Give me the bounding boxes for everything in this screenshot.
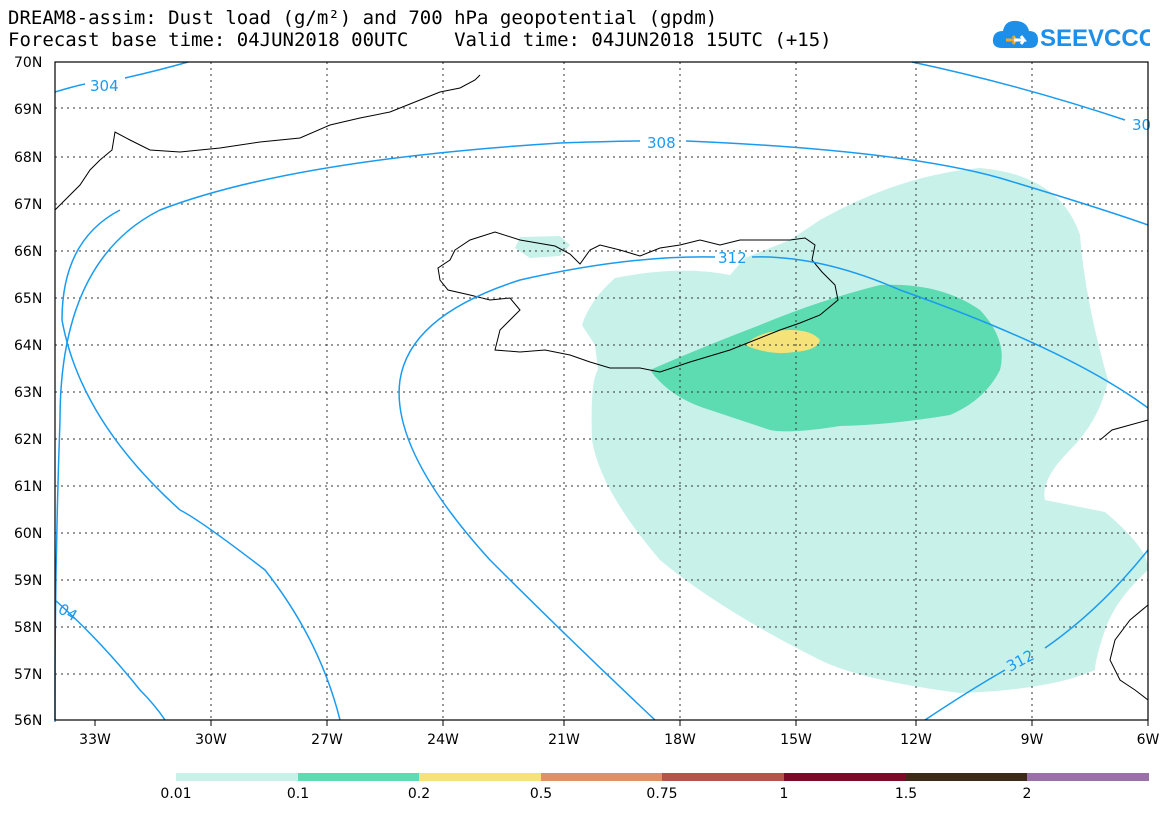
legend-swatch (906, 773, 1027, 781)
lon-label: 9W (1021, 732, 1044, 748)
lat-label: 60N (14, 526, 42, 542)
lon-label: 27W (311, 732, 343, 748)
legend-swatch (298, 773, 419, 781)
lat-label: 56N (14, 713, 42, 729)
contour-bottom-left (54, 599, 166, 721)
legend-level-label: 0.5 (529, 786, 553, 802)
norway-coast (1099, 419, 1149, 701)
map-frame (54, 61, 1149, 721)
coastline-layer (54, 74, 1149, 701)
greenland-coast (54, 74, 481, 211)
legend-level-label: 1.5 (894, 786, 918, 802)
contour-bottom-right (924, 549, 1149, 721)
legend-swatch (541, 773, 662, 781)
lat-label: 59N (14, 573, 42, 589)
dust-region-light-main (582, 168, 1149, 693)
contour-304-top (54, 61, 189, 93)
lon-label: 33W (79, 732, 111, 748)
latitude-labels: 70N 69N 68N 67N 66N 65N 64N 63N 62N 61N … (14, 55, 42, 729)
lat-label: 67N (14, 197, 42, 213)
lon-label: 24W (427, 732, 459, 748)
legend-swatch (784, 773, 906, 781)
lat-label: 61N (14, 479, 42, 495)
contour-label-30: 30 (1132, 116, 1151, 134)
legend-swatch (176, 773, 298, 781)
dust-region-high (745, 330, 820, 354)
tick-marks (94, 720, 1149, 726)
graticule-layer (55, 62, 1148, 720)
lat-label: 58N (14, 620, 42, 636)
lat-label: 70N (14, 55, 42, 71)
lat-label: 62N (14, 432, 42, 448)
dust-region-mid (650, 284, 1002, 432)
legend-level-label: 1 (779, 786, 789, 802)
chart-title-line1: DREAM8-assim: Dust load (g/m²) and 700 h… (8, 7, 718, 29)
dust-fill-layer (515, 168, 1149, 693)
contour-label-304: 304 (90, 77, 119, 95)
seevccc-logo: SEEVCCC (992, 20, 1150, 52)
legend-level-label: 0.2 (407, 786, 431, 802)
legend-colorbar (176, 773, 1149, 781)
lon-label: 21W (548, 732, 580, 748)
lat-label: 66N (14, 244, 42, 260)
dust-region-light-small (515, 236, 570, 258)
lon-label: 15W (780, 732, 812, 748)
legend-level-label: 2 (1022, 786, 1032, 802)
lat-label: 57N (14, 667, 42, 683)
legend-swatch (1027, 773, 1149, 781)
legend-level-label: 0.75 (646, 786, 678, 802)
legend-level-label: 0.1 (286, 786, 310, 802)
legend-swatch (662, 773, 784, 781)
contour-308 (54, 140, 1149, 722)
contour-312 (61, 209, 341, 721)
contour-top-right (911, 61, 1126, 121)
lat-label: 63N (14, 385, 42, 401)
contour-label-312: 312 (718, 249, 747, 267)
iceland-coast (437, 231, 839, 373)
lat-label: 64N (14, 338, 42, 354)
chart-title-line2: Forecast base time: 04JUN2018 00UTC Vali… (8, 29, 832, 51)
lon-label: 18W (664, 732, 696, 748)
lon-label: 6W (1137, 732, 1160, 748)
legend-swatch (419, 773, 541, 781)
logo-text: SEEVCCC (1040, 25, 1150, 52)
lat-label: 69N (14, 102, 42, 118)
contour-312-inner (398, 256, 1149, 721)
cloud-icon (992, 20, 1038, 48)
lat-label: 65N (14, 291, 42, 307)
lon-label: 12W (900, 732, 932, 748)
geopotential-contours (54, 61, 1149, 722)
lat-label: 68N (14, 150, 42, 166)
longitude-labels: 33W 30W 27W 24W 21W 18W 15W 12W 9W 6W (79, 732, 1159, 748)
contour-label-308: 308 (647, 134, 676, 152)
lon-label: 30W (195, 732, 227, 748)
legend-level-label: 0.01 (160, 786, 192, 802)
